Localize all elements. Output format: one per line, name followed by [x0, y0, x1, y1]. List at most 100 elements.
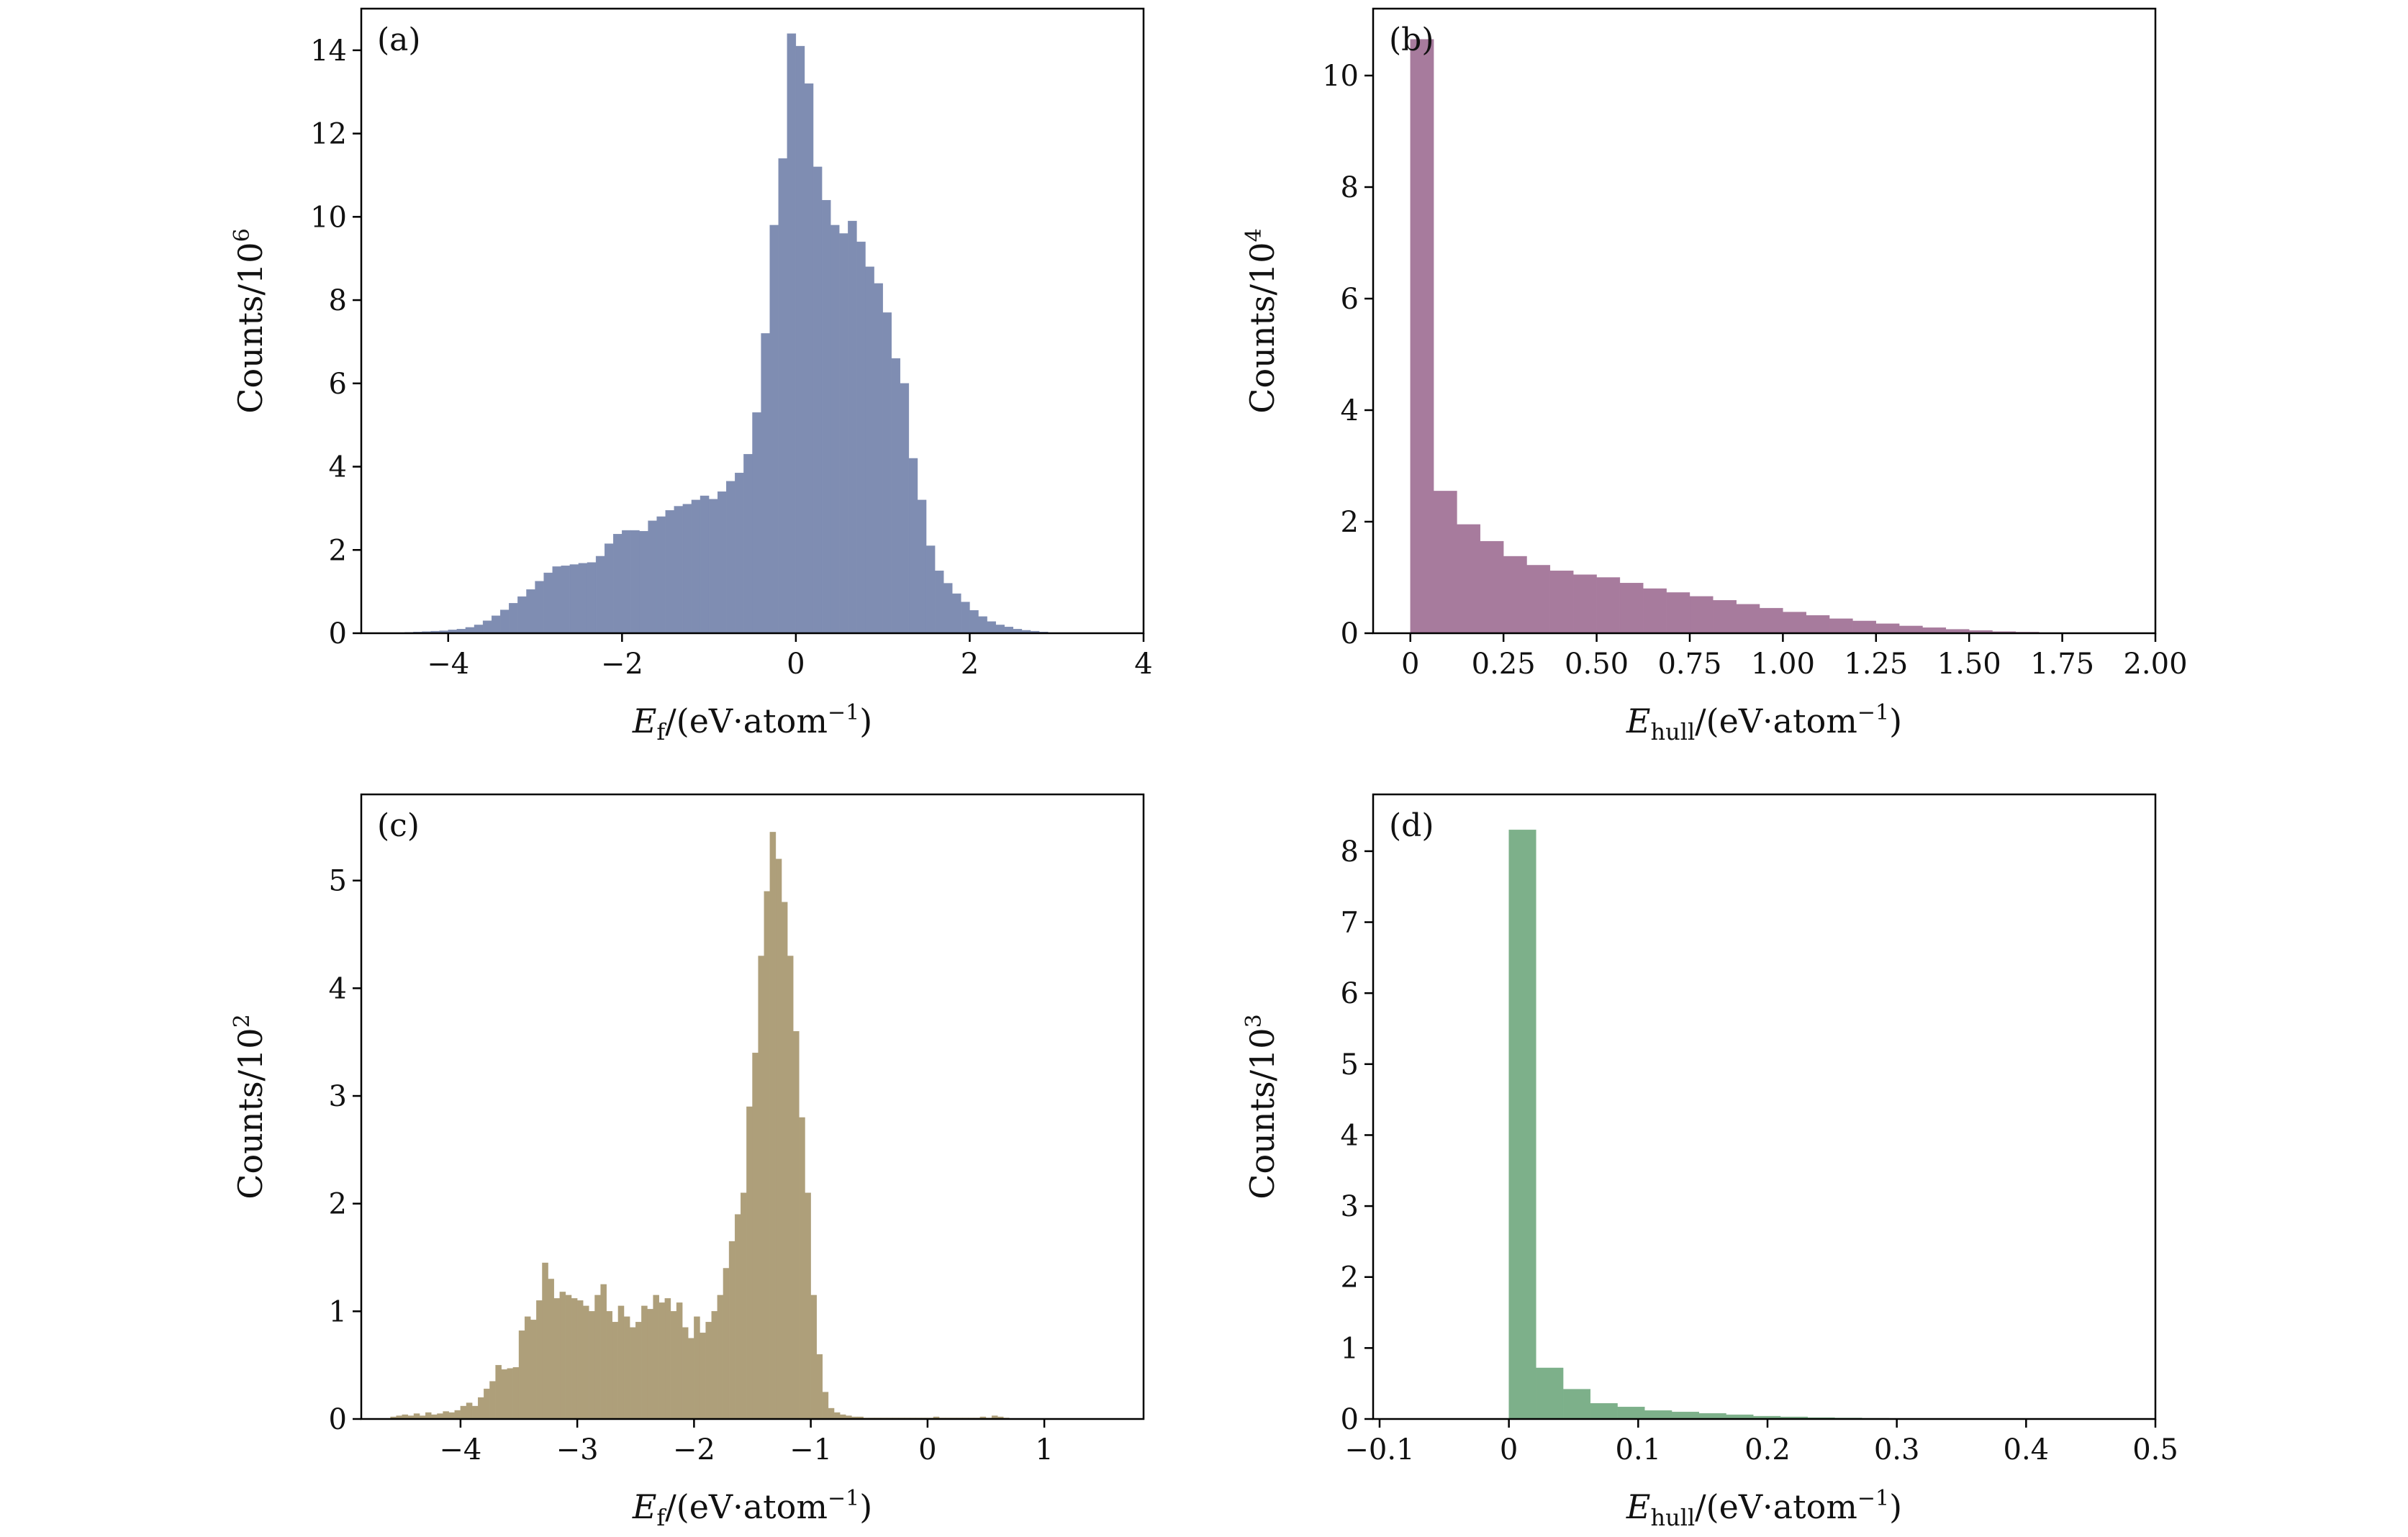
- x-tick-label: 1.75: [2030, 648, 2094, 681]
- histogram-bar: [848, 220, 857, 634]
- histogram-bar: [752, 1052, 759, 1420]
- histogram-bar: [728, 1241, 735, 1420]
- x-tick-label: 0.2: [1744, 1433, 1791, 1466]
- y-tick-label: 12: [310, 118, 347, 151]
- x-tick-label: 1.25: [1844, 648, 1908, 681]
- histogram-bar: [1590, 1403, 1618, 1420]
- histogram-bar: [425, 1412, 432, 1420]
- histogram-bar: [656, 516, 666, 634]
- histogram-bar: [781, 902, 788, 1420]
- axes-frame: [360, 793, 1145, 1420]
- histogram-bar: [700, 495, 710, 634]
- histogram-bar: [795, 45, 805, 634]
- histogram-bar: [1508, 830, 1536, 1420]
- histogram-bar: [717, 491, 727, 634]
- y-tick-label: 10: [1322, 60, 1359, 93]
- y-tick-label: 5: [1341, 1048, 1359, 1082]
- histogram-bar: [648, 520, 657, 634]
- histogram-bar: [600, 1284, 607, 1420]
- panel-a-histogram: −4 −2 0 2 4 0 2 4 6 8 10 12 14 (a) Ef/(eV·atom−1) Count…: [230, 7, 1153, 745]
- x-tick-label: 0: [1500, 1433, 1518, 1466]
- histogram-bar: [658, 1302, 666, 1420]
- panel-label: (a): [377, 22, 421, 58]
- histogram-bar: [548, 1279, 554, 1420]
- histogram-bar: [717, 1295, 724, 1420]
- y-tick-label: 6: [329, 368, 347, 401]
- x-tick-label: 2.00: [2123, 648, 2187, 681]
- histogram-bar: [735, 473, 744, 634]
- y-tick-label: 5: [329, 865, 347, 898]
- x-tick-label: 1: [1035, 1433, 1053, 1466]
- y-tick-label: 3: [329, 1080, 347, 1113]
- histogram-bar: [682, 1327, 689, 1420]
- histogram-bar: [1503, 556, 1527, 634]
- axes-frame: [1372, 793, 2157, 1420]
- histogram-bar: [1644, 1410, 1673, 1420]
- histogram-bar: [587, 562, 597, 634]
- axes-frame: [360, 7, 1145, 635]
- histogram-bar: [543, 572, 553, 634]
- y-tick-label: 4: [329, 972, 347, 1005]
- histogram-bar: [489, 1381, 496, 1420]
- histogram-bar: [594, 1295, 601, 1420]
- y-tick-label: 4: [1341, 394, 1359, 427]
- x-tick-label: −2: [673, 1433, 715, 1466]
- histogram-bar: [995, 625, 1005, 634]
- histogram-bar: [454, 1410, 461, 1420]
- x-tick-label: 0.25: [1472, 648, 1536, 681]
- histogram-bar: [589, 1311, 595, 1420]
- histogram-bar: [448, 1412, 455, 1420]
- y-tick-label: 7: [1341, 907, 1359, 940]
- x-tick-label: −0.1: [1344, 1433, 1414, 1466]
- axes-frame: [1372, 7, 2157, 635]
- histogram-bar: [708, 499, 718, 634]
- histogram-bar: [530, 1320, 537, 1420]
- histogram-bar: [934, 571, 944, 634]
- x-tick-label: 2: [961, 648, 979, 681]
- y-tick-label: 1: [329, 1295, 347, 1328]
- histogram-bar: [630, 530, 640, 634]
- y-tick-label: 8: [329, 284, 347, 317]
- histogram-bar: [674, 506, 684, 634]
- histogram-bar: [778, 158, 788, 634]
- histogram-bar: [1643, 588, 1667, 634]
- histogram-bar: [882, 312, 892, 634]
- histogram-bar: [1875, 623, 1900, 634]
- histogram-bar: [734, 1214, 741, 1420]
- histogram-bar: [670, 1311, 677, 1420]
- histogram-bar: [987, 621, 996, 634]
- histogram-bar: [606, 1311, 613, 1420]
- histogram-bar: [569, 564, 579, 634]
- x-tick-label: 0.75: [1657, 648, 1721, 681]
- histogram-bar: [471, 1405, 479, 1420]
- x-tick-label: 0: [787, 648, 805, 681]
- histogram-bar: [1596, 577, 1621, 634]
- y-tick-label: 2: [1341, 506, 1359, 539]
- histogram-bar: [641, 1305, 648, 1420]
- y-tick-label: 8: [1341, 835, 1359, 869]
- histogram-bar: [578, 563, 588, 634]
- histogram-bar: [613, 534, 623, 634]
- x-tick-label: −1: [789, 1433, 832, 1466]
- x-axis-label: Ef/(eV·atom−1): [632, 1486, 872, 1531]
- histogram-bar: [466, 1402, 473, 1420]
- histogram-bar: [647, 1309, 653, 1420]
- y-tick-label: 10: [310, 201, 347, 234]
- histogram-bar: [559, 1292, 566, 1420]
- histogram-bar: [576, 1300, 584, 1420]
- histogram-bar: [491, 615, 501, 634]
- histogram-bar: [478, 1397, 484, 1420]
- panel-b-histogram: 0 0.25 0.50 0.75 1.00 1.25 1.50 1.75 2.00 0 2 4 6 8 10…: [1241, 7, 2188, 745]
- histogram-bar: [961, 602, 970, 634]
- histogram-bar: [758, 956, 764, 1420]
- y-tick-label: 6: [1341, 283, 1359, 316]
- x-tick-label: 1.50: [1937, 648, 2001, 681]
- histogram-bar: [769, 225, 779, 634]
- histogram-bar: [664, 1298, 671, 1420]
- x-tick-label: −4: [427, 648, 469, 681]
- histogram-bar: [484, 1388, 490, 1420]
- x-tick-label: 0.1: [1616, 1433, 1662, 1466]
- y-tick-label: 4: [329, 451, 347, 484]
- histogram-bar: [833, 1412, 841, 1420]
- histogram-bar: [629, 1327, 636, 1420]
